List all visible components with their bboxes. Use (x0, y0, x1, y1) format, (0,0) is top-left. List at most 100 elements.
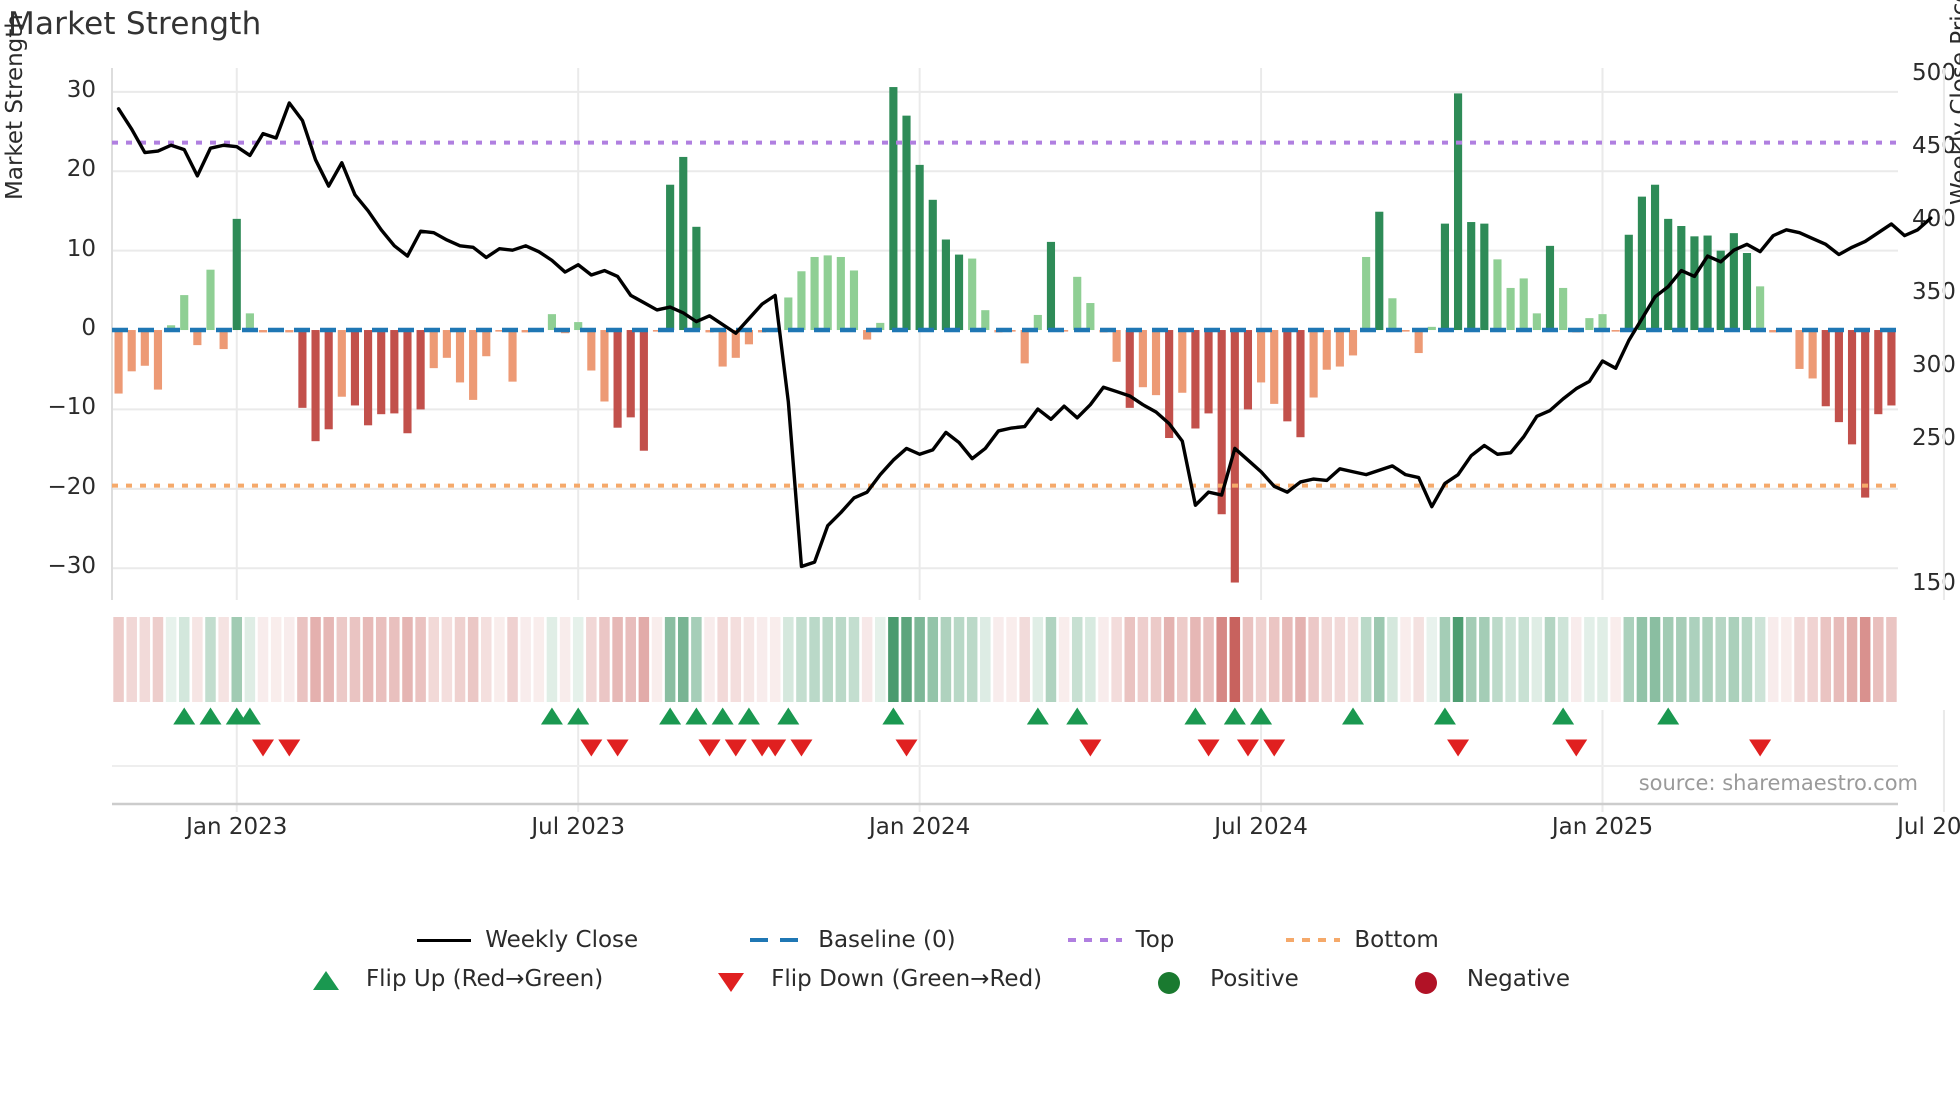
flip-up-marker-19[interactable] (1552, 707, 1575, 725)
flip-up-marker-16[interactable] (1250, 707, 1273, 725)
legend-item-flip-up-red-green[interactable]: Flip Up (Red→Green) (294, 959, 603, 999)
heatmap-cell-95 (1360, 617, 1372, 702)
bar-81 (1178, 330, 1187, 393)
heatmap-cell-21 (389, 617, 400, 702)
flip-up-marker-1[interactable] (199, 707, 222, 725)
heatmap-cell-44 (691, 617, 702, 702)
bar-54 (823, 255, 832, 331)
flip-up-marker-0[interactable] (173, 707, 196, 725)
heatmap-cell-113 (1597, 617, 1608, 702)
bar-103 (1467, 222, 1476, 331)
bar-23 (416, 330, 425, 410)
bar-19 (364, 330, 373, 426)
flip-up-marker-7[interactable] (685, 707, 708, 725)
heatmap-cell-8 (218, 617, 229, 702)
flip-down-marker-11[interactable] (1197, 739, 1220, 757)
legend-item-baseline-0[interactable]: Baseline (0) (746, 920, 956, 960)
bar-85 (1230, 330, 1239, 583)
heatmap-cell-60 (901, 617, 912, 702)
heatmap-cell-127 (1781, 617, 1792, 702)
flip-up-marker-15[interactable] (1223, 707, 1246, 725)
heatmap-cell-116 (1636, 617, 1648, 702)
heatmap-cell-23 (415, 617, 426, 702)
flip-up-marker-6[interactable] (659, 707, 682, 725)
flip-up-marker-11[interactable] (882, 707, 905, 725)
bar-70 (1033, 314, 1042, 331)
heatmap-cell-105 (1492, 617, 1503, 702)
page-title: Market Strength (8, 6, 262, 42)
bar-60 (902, 115, 911, 331)
legend-item-weekly-close[interactable]: Weekly Close (413, 920, 638, 960)
bar-31 (521, 330, 530, 333)
heatmap-cell-96 (1374, 617, 1385, 702)
bar-20 (377, 330, 386, 415)
heatmap-cell-31 (520, 617, 531, 702)
flip-down-marker-3[interactable] (606, 739, 629, 757)
bar-33 (547, 314, 557, 331)
flip-up-marker-17[interactable] (1342, 707, 1365, 725)
flip-down-marker-10[interactable] (1079, 739, 1102, 757)
flip-up-marker-18[interactable] (1433, 707, 1456, 725)
heatmap-cell-98 (1400, 617, 1411, 702)
flip-up-marker-9[interactable] (737, 707, 760, 725)
bar-21 (390, 330, 399, 414)
flip-down-marker-7[interactable] (764, 739, 787, 757)
legend-item-bottom[interactable]: Bottom (1282, 920, 1439, 960)
flip-down-marker-15[interactable] (1565, 739, 1588, 757)
heatmap-cell-73 (1071, 617, 1083, 702)
bar-9 (232, 218, 241, 331)
flip-down-marker-14[interactable] (1447, 739, 1470, 757)
legend-item-flip-down-green-red[interactable]: Flip Down (Green→Red) (699, 959, 1042, 999)
flip-down-marker-5[interactable] (724, 739, 747, 757)
y-tick-right-3: 350 (1912, 278, 1956, 305)
flip-up-marker-20[interactable] (1657, 707, 1680, 725)
bar-96 (1375, 211, 1384, 331)
bar-57 (863, 330, 872, 340)
circle-icon (1138, 964, 1200, 994)
flip-up-marker-14[interactable] (1184, 707, 1207, 725)
flip-up-marker-13[interactable] (1066, 707, 1089, 725)
heatmap-cell-35 (572, 617, 584, 702)
flip-down-marker-4[interactable] (698, 739, 721, 757)
flip-down-marker-12[interactable] (1236, 739, 1259, 757)
heatmap-cell-90 (1295, 617, 1306, 702)
heatmap-cell-37 (599, 617, 610, 702)
heatmap-cell-69 (1019, 617, 1030, 702)
bar-64 (954, 254, 964, 331)
y-tick-left-5: −20 (47, 473, 96, 500)
heatmap-cell-70 (1032, 617, 1044, 702)
flip-down-marker-16[interactable] (1749, 739, 1772, 757)
bar-86 (1243, 330, 1253, 410)
flip-down-marker-0[interactable] (252, 739, 275, 757)
bar-95 (1362, 256, 1371, 331)
bar-55 (836, 256, 845, 331)
flip-up-marker-5[interactable] (567, 707, 590, 725)
flip-up-marker-12[interactable] (1026, 707, 1049, 725)
bar-18 (350, 330, 360, 406)
legend-item-top[interactable]: Top (1064, 920, 1174, 960)
bar-112 (1585, 318, 1594, 331)
flip-up-marker-8[interactable] (711, 707, 734, 725)
bar-124 (1742, 253, 1752, 331)
legend-item-negative[interactable]: Negative (1395, 959, 1570, 999)
bar-25 (442, 330, 451, 358)
flip-down-marker-8[interactable] (790, 739, 813, 757)
flip-up-marker-3[interactable] (238, 707, 261, 725)
bar-69 (1020, 330, 1029, 364)
flip-down-marker-13[interactable] (1263, 739, 1286, 757)
heatmap-cell-119 (1676, 617, 1687, 702)
heatmap-cell-40 (638, 617, 650, 702)
flip-up-marker-10[interactable] (777, 707, 800, 725)
heatmap-cell-83 (1203, 617, 1214, 702)
heatmap-cell-29 (494, 617, 505, 702)
flip-down-marker-2[interactable] (580, 739, 603, 757)
heatmap-cell-129 (1807, 617, 1818, 702)
heatmap-cell-61 (914, 617, 925, 702)
heatmap-cell-126 (1767, 617, 1779, 702)
heatmap-cell-125 (1754, 617, 1766, 702)
bar-46 (718, 330, 727, 367)
flip-down-marker-9[interactable] (895, 739, 918, 757)
legend-item-positive[interactable]: Positive (1138, 959, 1299, 999)
flip-down-marker-1[interactable] (278, 739, 301, 757)
flip-up-marker-4[interactable] (540, 707, 563, 725)
